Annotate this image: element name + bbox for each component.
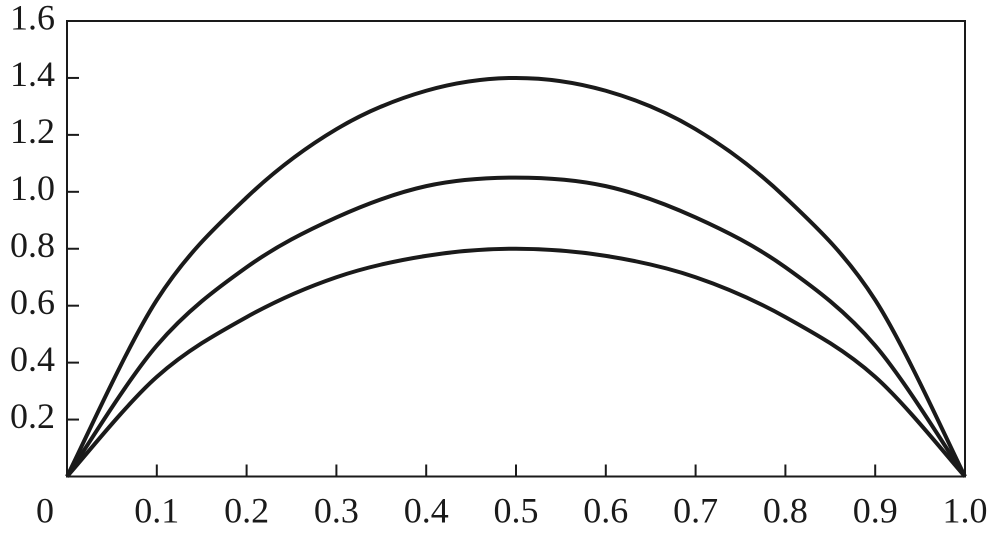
y-tick-label: 0.2: [10, 396, 55, 436]
x-tick-label: 0.9: [853, 490, 898, 530]
line-series: [65, 75, 967, 478]
x-tick-label: 0.3: [314, 490, 359, 530]
y-tick-label: 0.8: [10, 225, 55, 265]
line-series: [65, 175, 967, 478]
x-tick-label: 1.0: [943, 490, 988, 530]
x-tick-label: 0: [36, 490, 54, 530]
x-tick-label: 0.7: [673, 490, 718, 530]
x-tick-label: 0.6: [583, 490, 628, 530]
y-tick-label: 0.4: [10, 339, 55, 379]
line-series: [65, 246, 967, 478]
y-tick-label: 0.6: [10, 282, 55, 322]
y-tick-label: 1.4: [10, 54, 55, 94]
x-tick-label: 0.4: [404, 490, 449, 530]
y-tick-label: 1.0: [10, 168, 55, 208]
x-tick-label: 0.2: [224, 490, 269, 530]
x-tick-label: 0.5: [494, 490, 539, 530]
y-tick-label: 1.2: [10, 111, 55, 151]
y-tick-label: 1.6: [10, 0, 55, 37]
x-tick-label: 0.8: [763, 490, 808, 530]
x-tick-label: 0.1: [134, 490, 179, 530]
